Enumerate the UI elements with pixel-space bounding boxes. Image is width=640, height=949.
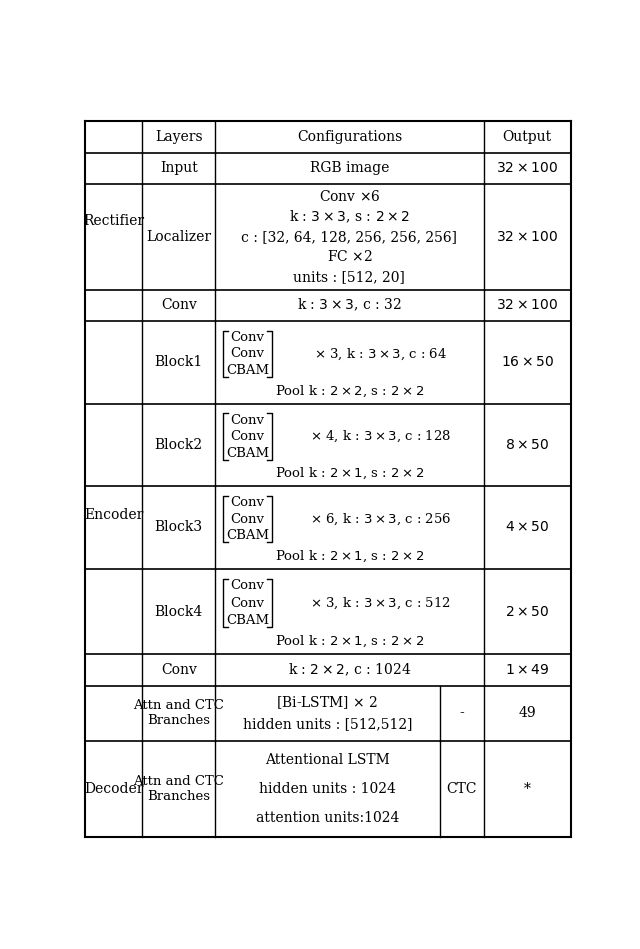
Text: $2 \times 50$: $2 \times 50$	[505, 605, 550, 619]
Text: $4 \times 50$: $4 \times 50$	[505, 520, 550, 534]
Text: Conv: Conv	[230, 331, 264, 344]
Text: $8 \times 50$: $8 \times 50$	[505, 437, 550, 452]
Text: k : $2\times 2$, c : 1024: k : $2\times 2$, c : 1024	[288, 662, 411, 679]
Text: k : $3\times 3$, s : $2\times 2$: k : $3\times 3$, s : $2\times 2$	[289, 209, 410, 225]
Text: *: *	[524, 782, 531, 796]
Text: Attentional LSTM: Attentional LSTM	[265, 754, 390, 767]
Text: c : [32, 64, 128, 256, 256, 256]: c : [32, 64, 128, 256, 256, 256]	[241, 230, 458, 244]
Text: Configurations: Configurations	[297, 130, 402, 144]
Text: CBAM: CBAM	[226, 614, 269, 626]
Text: Conv: Conv	[230, 430, 264, 443]
Text: Localizer: Localizer	[146, 230, 211, 244]
Text: Attn and CTC
Branches: Attn and CTC Branches	[133, 699, 224, 727]
Text: 49: 49	[518, 706, 536, 720]
Text: Attn and CTC
Branches: Attn and CTC Branches	[133, 775, 224, 803]
Text: Rectifier: Rectifier	[83, 214, 144, 228]
Text: units : [512, 20]: units : [512, 20]	[294, 270, 405, 284]
Text: Pool k : $2\times 1$, s : $2\times 2$: Pool k : $2\times 1$, s : $2\times 2$	[275, 466, 424, 481]
Text: $16 \times 50$: $16 \times 50$	[500, 355, 554, 369]
Text: $\times$ 6, k : $3\times 3$, c : 256: $\times$ 6, k : $3\times 3$, c : 256	[310, 512, 451, 527]
Text: CBAM: CBAM	[226, 447, 269, 459]
Text: Decoder: Decoder	[84, 782, 143, 796]
Text: CTC: CTC	[447, 782, 477, 796]
Text: Conv: Conv	[161, 298, 196, 312]
Text: Conv: Conv	[230, 512, 264, 526]
Text: [Bi-LSTM] $\times$ 2: [Bi-LSTM] $\times$ 2	[276, 694, 379, 711]
Text: $32 \times 100$: $32 \times 100$	[496, 230, 558, 244]
Text: Pool k : $2\times 2$, s : $2\times 2$: Pool k : $2\times 2$, s : $2\times 2$	[275, 383, 424, 399]
Text: Layers: Layers	[155, 130, 203, 144]
Text: Block3: Block3	[155, 520, 203, 534]
Text: Input: Input	[160, 161, 198, 176]
Text: -: -	[460, 706, 464, 720]
Text: Conv: Conv	[230, 580, 264, 592]
Text: Conv: Conv	[230, 414, 264, 426]
Text: RGB image: RGB image	[310, 161, 389, 176]
Text: Output: Output	[503, 130, 552, 144]
Text: $\times$ 3, k : $3\times 3$, c : 512: $\times$ 3, k : $3\times 3$, c : 512	[310, 595, 451, 611]
Text: Conv: Conv	[230, 597, 264, 609]
Text: Pool k : $2\times 1$, s : $2\times 2$: Pool k : $2\times 1$, s : $2\times 2$	[275, 549, 424, 564]
Text: Encoder: Encoder	[84, 509, 143, 522]
Text: Block1: Block1	[155, 355, 203, 369]
Text: $1 \times 49$: $1 \times 49$	[505, 663, 550, 678]
Text: CBAM: CBAM	[226, 364, 269, 377]
Text: Conv: Conv	[230, 496, 264, 510]
Text: attention units:1024: attention units:1024	[256, 811, 399, 825]
Text: $32 \times 100$: $32 \times 100$	[496, 298, 558, 312]
Text: hidden units : 1024: hidden units : 1024	[259, 782, 396, 796]
Text: Pool k : $2\times 1$, s : $2\times 2$: Pool k : $2\times 1$, s : $2\times 2$	[275, 634, 424, 649]
Text: $\times$ 3, k : $3\times 3$, c : 64: $\times$ 3, k : $3\times 3$, c : 64	[314, 346, 447, 362]
Text: Block2: Block2	[155, 437, 203, 452]
Text: Conv: Conv	[230, 347, 264, 361]
Text: $\times$ 4, k : $3\times 3$, c : 128: $\times$ 4, k : $3\times 3$, c : 128	[310, 429, 451, 444]
Text: Block4: Block4	[155, 605, 203, 619]
Text: Conv $\times$6: Conv $\times$6	[319, 189, 380, 204]
Text: k : $3\times 3$, c : 32: k : $3\times 3$, c : 32	[297, 297, 402, 313]
Text: CBAM: CBAM	[226, 530, 269, 542]
Text: Conv: Conv	[161, 663, 196, 678]
Text: $32 \times 100$: $32 \times 100$	[496, 161, 558, 176]
Text: FC $\times$2: FC $\times$2	[326, 250, 372, 264]
Text: hidden units : [512,512]: hidden units : [512,512]	[243, 717, 412, 732]
